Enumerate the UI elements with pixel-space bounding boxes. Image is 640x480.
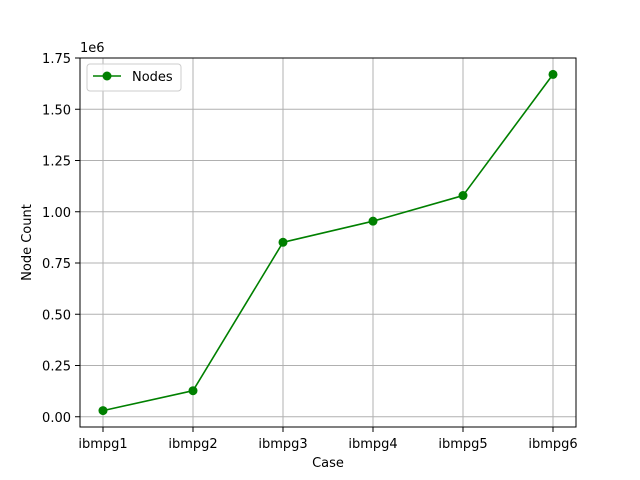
y-tick-label: 0.25: [42, 360, 71, 375]
y-tick-label: 0.00: [42, 411, 71, 426]
legend: Nodes: [86, 63, 182, 92]
x-tick-label: ibmpg1: [78, 437, 127, 452]
legend-box: [86, 63, 182, 92]
y-tick-label: 0.75: [42, 257, 71, 272]
y-tick-label: 1.50: [42, 103, 71, 118]
x-tick-label: ibmpg5: [438, 437, 487, 452]
series-line: [102, 73, 554, 412]
data-point: [278, 237, 288, 247]
legend-marker: [102, 71, 112, 81]
x-tick-label: ibmpg3: [258, 437, 307, 452]
grid: [80, 57, 576, 427]
x-axis-label: Case: [312, 456, 344, 471]
y-tick-label: 1.00: [42, 206, 71, 221]
y-axis-label: Node Count: [20, 204, 35, 281]
data-point: [188, 386, 198, 396]
y-axis: 0.00 0.25 0.50 0.75 1.00 1.25 1.50 1.75: [42, 52, 80, 426]
data-point: [98, 406, 108, 416]
y-tick-label: 1.75: [42, 52, 71, 67]
data-point: [458, 191, 468, 201]
x-axis: ibmpg1 ibmpg2 ibmpg3 ibmpg4 ibmpg5 ibmpg6: [78, 427, 578, 452]
x-tick-label: ibmpg6: [528, 437, 577, 452]
plot-frame: [79, 57, 577, 428]
x-tick-label: ibmpg2: [168, 437, 217, 452]
data-point: [368, 216, 378, 226]
data-point: [548, 69, 558, 79]
y-offset-text: 1e6: [80, 41, 105, 56]
legend-label: Nodes: [132, 70, 173, 85]
y-tick-label: 0.50: [42, 308, 71, 323]
series-layer: [98, 69, 558, 416]
x-tick-label: ibmpg4: [348, 437, 397, 452]
y-tick-label: 1.25: [42, 155, 71, 170]
